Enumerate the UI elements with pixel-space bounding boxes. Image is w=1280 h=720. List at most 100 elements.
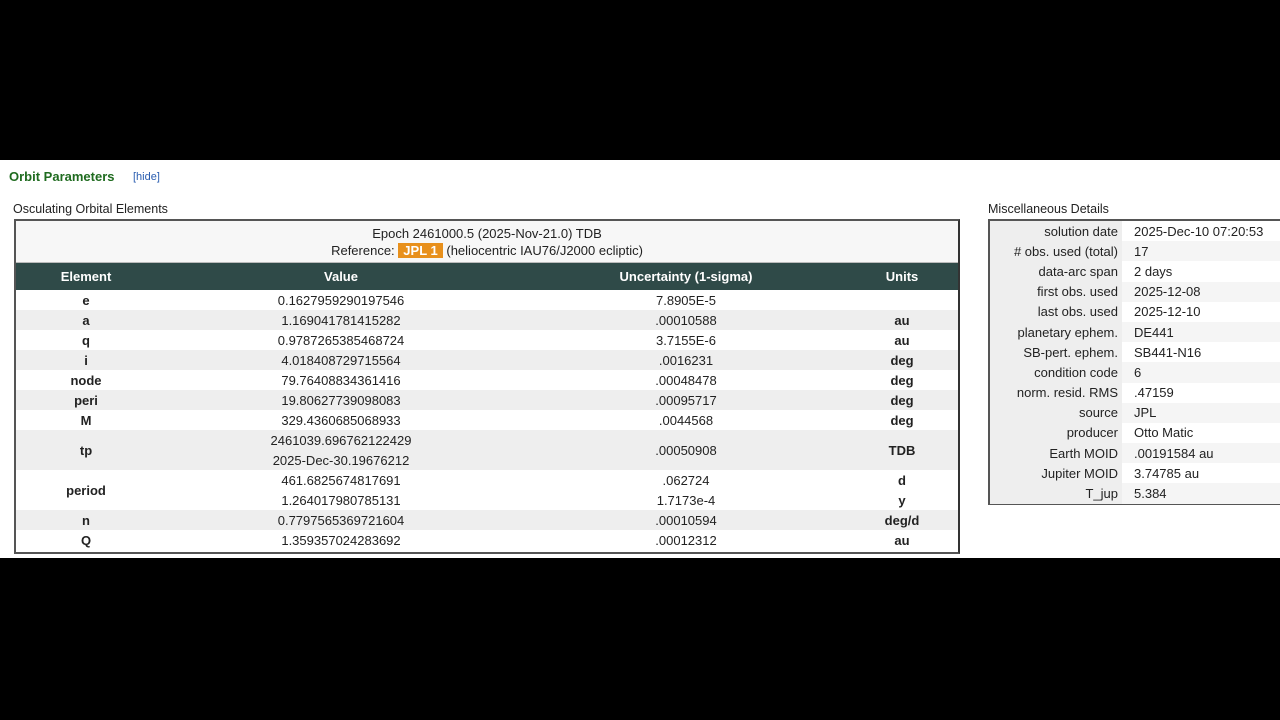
misc-label: Jupiter MOID (990, 463, 1122, 484)
element-uncertainty: .00010594 (526, 510, 846, 530)
section-title: Orbit Parameters (9, 169, 115, 184)
element-value: 2025-Dec-30.19676212 (156, 450, 526, 470)
table-row: a 1.169041781415282.00010588 au (16, 310, 958, 330)
reference-badge[interactable]: JPL 1 (398, 243, 443, 258)
hide-link[interactable]: [hide] (133, 171, 160, 183)
misc-value: 2025-12-08 (1122, 281, 1280, 302)
table-row: 2025-Dec-30.19676212 (16, 450, 958, 470)
element-units: TDB (846, 430, 958, 470)
table-row: peri 19.80627739098083.00095717 deg (16, 390, 958, 410)
element-name: period (66, 482, 106, 498)
table-row: node 79.76408834361416 .00048478 deg (16, 370, 958, 390)
element-uncertainty: .0016231 (526, 350, 846, 370)
misc-label: T_jup (990, 483, 1122, 504)
element-name: q (82, 332, 90, 348)
misc-label: Earth MOID (990, 443, 1122, 464)
element-units: au (846, 310, 958, 330)
misc-row: last obs. used 2025-12-10 (990, 301, 1280, 322)
misc-label: # obs. used (total) (990, 241, 1122, 262)
table-caption: Epoch 2461000.5 (2025-Nov-21.0) TDB Refe… (16, 221, 958, 263)
misc-value: 2025-Dec-10 07:20:53 (1134, 223, 1264, 239)
table-row: n 0.7797565369721604.00010594 deg/d (16, 510, 958, 530)
misc-label: condition code (990, 362, 1122, 383)
element-value: 461.6825674817691 (281, 472, 401, 488)
misc-value: 2 days (1134, 263, 1173, 279)
table-row: e 0.1627959290197546 7.8905E-5 (16, 290, 958, 310)
col-uncertainty: Uncertainty (1-sigma) (526, 263, 846, 290)
element-value: 329.4360685068933 (281, 412, 401, 428)
misc-value: 2025-12-10 (1134, 304, 1201, 320)
element-value: 79.76408834361416 (281, 372, 401, 388)
orbit-parameters-section: Orbit Parameters [hide] Osculating Orbit… (0, 160, 1280, 558)
element-name: a (16, 310, 156, 330)
misc-label: producer (990, 422, 1122, 444)
table-row: Q 1.359357024283692 .00012312 au (16, 530, 958, 550)
element-name: tp (16, 430, 156, 470)
misc-row: norm. resid. RMS .47159 (990, 382, 1280, 403)
element-units: au (894, 532, 910, 548)
col-element: Element (16, 263, 156, 290)
misc-label: source (990, 402, 1122, 423)
misc-label: planetary ephem. (990, 321, 1122, 343)
misc-row: first obs. used 2025-12-08 (990, 281, 1280, 302)
element-units: deg (846, 390, 958, 410)
table-row: 1.264017980785131 1.7173e-4 y (16, 490, 958, 510)
reference-label: Reference: (331, 243, 395, 258)
element-uncertainty: 3.7155E-6 (656, 332, 716, 348)
col-units: Units (846, 263, 958, 290)
misc-value: 3.74785 au (1134, 465, 1200, 481)
element-uncertainty: .00012312 (655, 532, 717, 548)
element-units (846, 290, 958, 310)
misc-row: source JPL (990, 402, 1280, 423)
orbital-elements-table: Epoch 2461000.5 (2025-Nov-21.0) TDB Refe… (14, 219, 960, 554)
element-units: deg/d (846, 510, 958, 530)
misc-details-table: solution date 2025-Dec-10 07:20:53 # obs. … (988, 219, 1280, 505)
misc-details-title: Miscellaneous Details (988, 202, 1109, 216)
element-value: 4.018408729715564 (156, 350, 526, 370)
table-row: q 0.9787265385468724 3.7155E-6 au (16, 330, 958, 350)
misc-row: planetary ephem. DE441 (990, 321, 1280, 343)
element-uncertainty: .00095717 (526, 390, 846, 410)
element-units: deg (890, 372, 914, 388)
table-row: tp 2461039.696762122429.00050908 TDB (16, 430, 958, 470)
element-units: deg (846, 350, 958, 370)
misc-row: Earth MOID .00191584 au (990, 443, 1280, 464)
element-uncertainty: .062724 (662, 472, 710, 488)
misc-label: norm. resid. RMS (990, 382, 1122, 403)
element-uncertainty: .00050908 (526, 430, 846, 470)
element-value: 1.359357024283692 (281, 532, 401, 548)
table-row: M 329.4360685068933 .0044568 deg (16, 410, 958, 430)
element-name: node (70, 372, 102, 388)
element-uncertainty: .00048478 (655, 372, 717, 388)
misc-value: .00191584 au (1122, 443, 1280, 464)
element-value: 0.7797565369721604 (156, 510, 526, 530)
element-value: 2461039.696762122429 (156, 430, 526, 450)
element-name: i (16, 350, 156, 370)
element-units: au (894, 332, 910, 348)
reference-frame: (heliocentric IAU76/J2000 ecliptic) (446, 243, 643, 258)
misc-label: first obs. used (990, 281, 1122, 302)
element-value: 0.9787265385468724 (277, 332, 405, 348)
misc-row: condition code 6 (990, 362, 1280, 383)
misc-label: last obs. used (990, 301, 1122, 322)
misc-value: 17 (1122, 241, 1280, 262)
misc-value: DE441 (1122, 321, 1280, 343)
orbital-elements-title: Osculating Orbital Elements (13, 202, 168, 216)
misc-row: Jupiter MOID 3.74785 au (990, 463, 1280, 484)
element-units: d (898, 472, 906, 488)
element-units: y (898, 492, 906, 508)
misc-value: 5.384 (1122, 483, 1280, 504)
element-value: 1.264017980785131 (281, 492, 401, 508)
element-name: Q (80, 532, 92, 548)
element-name: peri (16, 390, 156, 410)
element-value: 19.80627739098083 (156, 390, 526, 410)
element-uncertainty: .0044568 (658, 412, 714, 428)
element-name: n (16, 510, 156, 530)
misc-label: solution date (990, 221, 1122, 242)
element-uncertainty: 7.8905E-5 (656, 292, 716, 308)
misc-row: T_jup 5.384 (990, 483, 1280, 504)
misc-value: 6 (1122, 362, 1280, 383)
epoch: Epoch 2461000.5 (2025-Nov-21.0) TDB (372, 226, 602, 241)
misc-label: SB-pert. ephem. (990, 342, 1122, 363)
misc-label: data-arc span (990, 261, 1122, 282)
